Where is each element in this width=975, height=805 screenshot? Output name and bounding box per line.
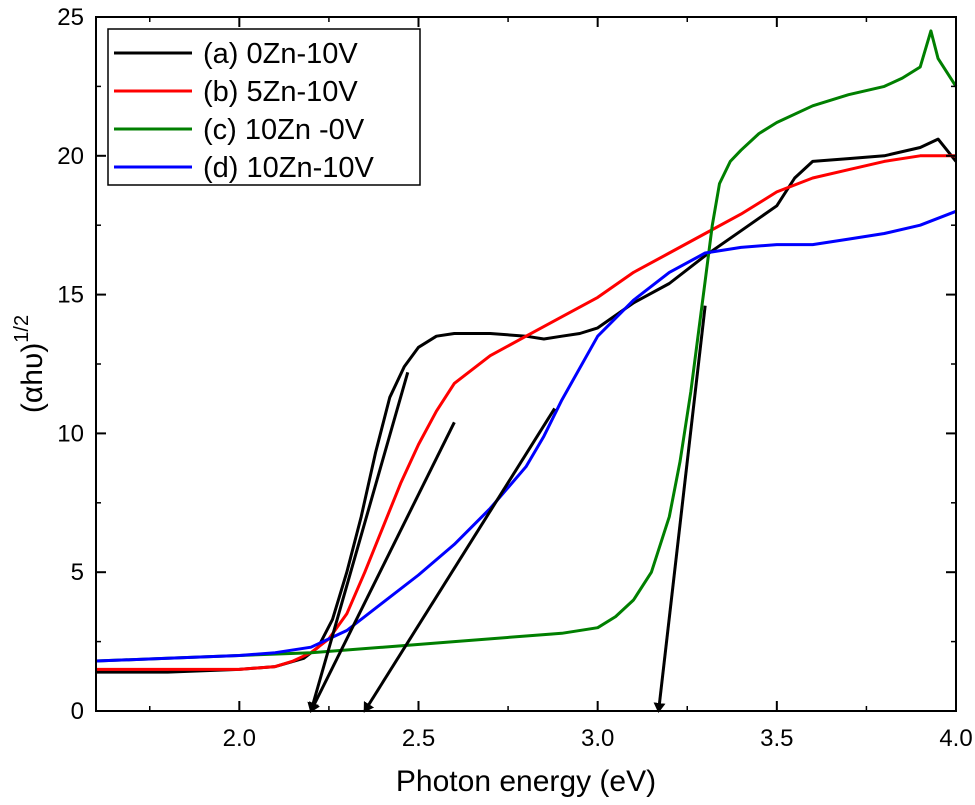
series-line-d-10zn-10v xyxy=(95,209,957,663)
legend-label-d-10zn-10v: (d) 10Zn-10V xyxy=(203,152,375,184)
legend-label-a-0zn-10v: (a) 0Zn-10V xyxy=(203,38,358,70)
legend: (a) 0Zn-10V (b) 5Zn-10V (c) 10Zn -0V (d) 10… xyxy=(107,28,421,186)
y-axis-title-superscript: 1/2 xyxy=(11,315,33,343)
tangent-layer xyxy=(307,305,707,713)
series-line-a-0zn-10v xyxy=(96,137,958,674)
tangent-line-b-5zn-10v xyxy=(309,421,456,713)
y-tick-label: 25 xyxy=(57,4,84,31)
x-axis-title: Photon energy (eV) xyxy=(396,765,656,798)
y-axis-title-main: (αhυ) xyxy=(16,343,49,413)
tangent-line-c-10zn-0v xyxy=(653,305,707,713)
legend-box xyxy=(107,28,421,186)
series-layer xyxy=(95,29,958,674)
series-line-b-5zn-10v xyxy=(96,154,956,671)
x-tick-label: 3.5 xyxy=(760,725,793,752)
y-axis-title: (αhυ)1/2 xyxy=(11,315,49,413)
y-tick-label: 10 xyxy=(57,420,84,447)
y-tick-label: 0 xyxy=(71,698,84,725)
x-tick-label: 2.5 xyxy=(402,725,435,752)
legend-label-b-5zn-10v: (b) 5Zn-10V xyxy=(203,76,358,108)
y-tick-label: 5 xyxy=(71,559,84,586)
tangent-line-a-0zn-10v xyxy=(307,371,410,713)
x-tick-label: 3.0 xyxy=(581,725,614,752)
tick-layer: 2.0 2.5 3.0 3.5 4.0 0 5 10 15 20 25 xyxy=(57,4,972,752)
series-line-c-10zn-0v xyxy=(95,29,958,663)
y-tick-label: 20 xyxy=(57,143,84,170)
x-tick-label: 4.0 xyxy=(939,725,972,752)
y-tick-label: 15 xyxy=(57,282,84,309)
tangent-line-d-10zn-10v xyxy=(363,407,556,713)
x-tick-label: 2.0 xyxy=(223,725,256,752)
legend-label-c-10zn-0v: (c) 10Zn -0V xyxy=(203,114,365,146)
